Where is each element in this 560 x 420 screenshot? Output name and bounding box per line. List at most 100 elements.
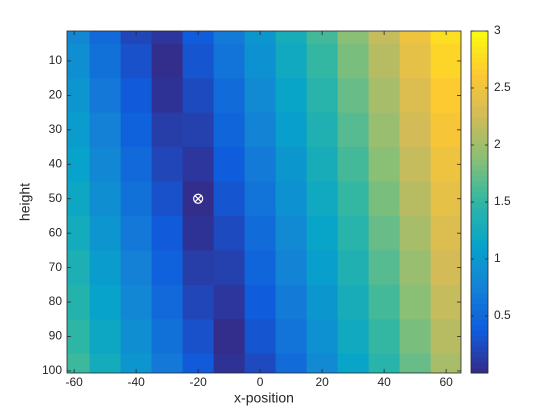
- heat-cell: [306, 43, 339, 79]
- colorbar-segment: [471, 223, 488, 230]
- colorbar-segment: [471, 89, 488, 96]
- heat-cell: [399, 147, 432, 183]
- heat-cell: [89, 353, 122, 373]
- colorbar-segment: [471, 196, 488, 203]
- colorbar-segment: [471, 153, 488, 160]
- y-tick-label: 10: [49, 53, 63, 67]
- heat-cell: [120, 215, 153, 251]
- heat-cell: [120, 181, 153, 217]
- heat-cell: [399, 78, 432, 114]
- heat-cell: [337, 250, 370, 286]
- heat-cell: [306, 78, 339, 114]
- heat-cell: [275, 353, 308, 373]
- heat-cell: [213, 181, 246, 217]
- colorbar-segment: [471, 335, 488, 342]
- heat-cell: [89, 112, 122, 148]
- colorbar-segment: [471, 148, 488, 155]
- heat-cell: [89, 181, 122, 217]
- colorbar-segment: [471, 143, 488, 150]
- heat-cell: [399, 112, 432, 148]
- colorbar-segment: [471, 287, 488, 294]
- y-tick-label: 50: [49, 191, 63, 205]
- heat-cell: [89, 284, 122, 320]
- heat-cell: [430, 112, 461, 148]
- y-tick-label: 60: [49, 225, 63, 239]
- colorbar-segment: [471, 185, 488, 192]
- heat-cell: [182, 147, 215, 183]
- heat-cell: [213, 215, 246, 251]
- heat-cell: [151, 31, 184, 45]
- heat-cell: [399, 31, 432, 45]
- colorbar-segment: [471, 180, 488, 187]
- colorbar-segment: [471, 250, 488, 256]
- heat-cell: [213, 43, 246, 79]
- colorbar-segment: [471, 52, 488, 59]
- heat-cell: [275, 250, 308, 286]
- x-tick-label: 40: [377, 375, 391, 389]
- heat-cell: [213, 31, 246, 45]
- heat-cell: [275, 181, 308, 217]
- heat-cell: [182, 284, 215, 320]
- heat-cell: [89, 43, 122, 79]
- marker-circle: [193, 193, 204, 204]
- x-tick-label: 60: [439, 375, 453, 389]
- heat-cell: [182, 31, 215, 45]
- heat-cell: [399, 353, 432, 373]
- heat-cell: [67, 181, 91, 217]
- heat-cell: [337, 147, 370, 183]
- x-tick-label: 0: [257, 375, 264, 389]
- colorbar-segment: [471, 121, 488, 128]
- y-tick-label: 40: [49, 156, 63, 170]
- heat-cell: [89, 78, 122, 114]
- heat-cell: [67, 250, 91, 286]
- colorbar-segment: [471, 314, 488, 321]
- heat-cell: [120, 353, 153, 373]
- x-tick-label: -40: [127, 375, 145, 389]
- heat-cell: [67, 78, 91, 114]
- y-tick-label: 70: [49, 260, 63, 274]
- colorbar-tick-label: 0.5: [494, 308, 511, 322]
- heat-cell: [306, 31, 339, 45]
- heat-cell: [213, 112, 246, 148]
- colorbar-segment: [471, 132, 488, 139]
- heat-cell: [120, 112, 153, 148]
- colorbar-segment: [471, 164, 488, 171]
- heat-cell: [182, 353, 215, 373]
- heat-cell: [275, 215, 308, 251]
- heat-cell: [244, 147, 277, 183]
- heat-cell: [275, 284, 308, 320]
- heat-cell: [337, 112, 370, 148]
- colorbar-segment: [471, 298, 488, 305]
- y-tick-label: 90: [49, 329, 63, 343]
- heat-cell: [368, 319, 401, 355]
- heat-cell: [182, 43, 215, 79]
- heat-cell: [151, 43, 184, 79]
- heat-cell: [306, 284, 339, 320]
- heat-cell: [430, 147, 461, 183]
- heat-cell: [244, 284, 277, 320]
- colorbar-segment: [471, 41, 488, 48]
- colorbar-segment: [471, 346, 488, 353]
- heat-cell: [151, 181, 184, 217]
- heat-cell: [337, 284, 370, 320]
- y-tick-label: 20: [49, 88, 63, 102]
- heat-cell: [120, 78, 153, 114]
- heat-cell: [430, 284, 461, 320]
- heat-cell: [368, 78, 401, 114]
- colorbar-segment: [471, 57, 488, 64]
- colorbar-segment: [471, 292, 488, 299]
- colorbar-segment: [471, 351, 488, 358]
- x-axis-label: x-position: [234, 390, 294, 406]
- heat-cell: [430, 353, 461, 373]
- heat-cell: [120, 147, 153, 183]
- heat-cell: [337, 353, 370, 373]
- heat-cell: [213, 78, 246, 114]
- marker-cross: [194, 195, 202, 203]
- heat-cell: [337, 215, 370, 251]
- colorbar-tick-label: 3: [494, 23, 501, 37]
- heat-cell: [67, 31, 91, 45]
- heat-cell: [120, 43, 153, 79]
- heat-cell: [244, 250, 277, 286]
- heat-cell: [67, 353, 91, 373]
